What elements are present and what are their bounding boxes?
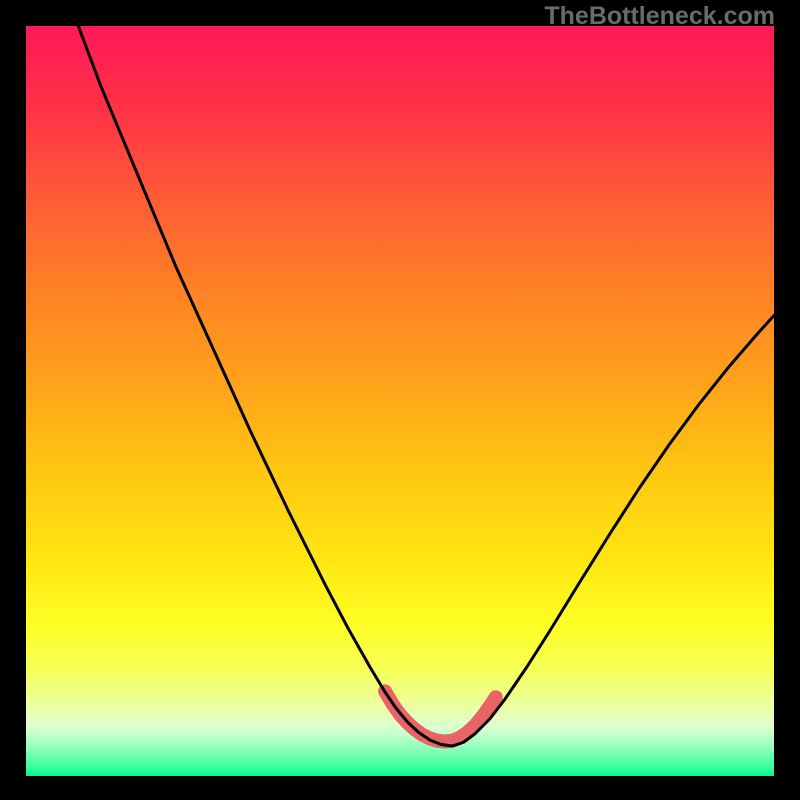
- plot-gradient-background: [26, 26, 774, 776]
- chart-figure: TheBottleneck.com: [0, 0, 800, 800]
- watermark-text: TheBottleneck.com: [544, 2, 775, 31]
- bottleneck-chart: [0, 0, 800, 800]
